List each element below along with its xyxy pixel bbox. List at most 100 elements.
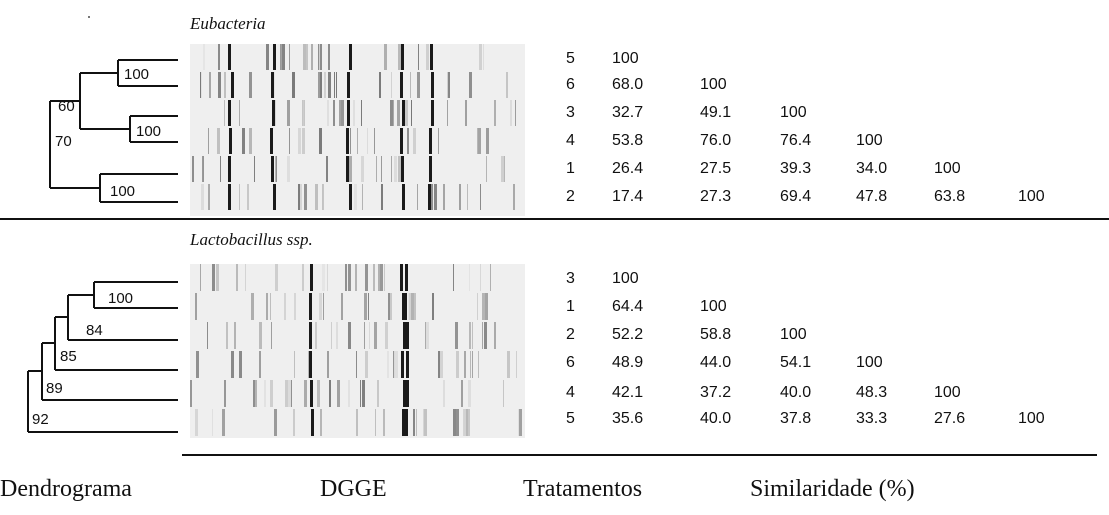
gel-band	[464, 351, 466, 378]
gel-band	[472, 322, 473, 349]
gel-band	[364, 293, 367, 320]
footer-dgge-label: DGGE	[320, 476, 387, 502]
gel-band	[447, 72, 448, 98]
similarity-cell: 63.8	[934, 188, 966, 205]
gel-band	[453, 264, 454, 291]
gel-band	[397, 100, 400, 126]
gel-lane	[190, 351, 525, 378]
gel-band-strong	[309, 322, 312, 349]
gel-band	[315, 184, 318, 210]
gel-band	[416, 409, 417, 436]
panel-title-lactobacillus: Lactobacillus ssp.	[190, 230, 313, 249]
similarity-cell: 39.3	[780, 160, 812, 177]
similarity-cell: 27.3	[700, 188, 732, 205]
gel-band	[200, 72, 202, 98]
gel-band	[348, 264, 351, 291]
gel-band	[490, 264, 491, 291]
gel-band	[304, 380, 307, 407]
gel-band	[507, 351, 510, 378]
gel-band	[431, 184, 433, 210]
gel-band	[381, 156, 382, 182]
gel-band	[192, 156, 194, 182]
gel-band-strong	[349, 44, 352, 70]
gel-band	[411, 293, 414, 320]
gel-band	[280, 44, 282, 70]
gel-lane	[190, 380, 525, 407]
gel-band-strong	[271, 156, 274, 182]
stray-dot	[88, 16, 90, 18]
gel-band	[218, 44, 220, 70]
gel-band	[303, 100, 304, 126]
gel-band	[409, 293, 411, 320]
gel-band	[190, 380, 192, 407]
gel-band	[360, 380, 361, 407]
gel-band-strong	[402, 100, 405, 126]
footer-dendrogram-label: Dendrograma	[0, 476, 132, 502]
gel-band	[200, 72, 201, 98]
gel-band	[320, 409, 322, 436]
similarity-cell: 35.6	[612, 410, 644, 427]
gel-band-strong	[406, 322, 409, 349]
gel-band	[477, 293, 478, 320]
gel-band	[323, 184, 324, 210]
gel-band-strong	[400, 128, 403, 154]
gel-band	[519, 409, 522, 436]
gel-band	[287, 100, 290, 126]
gel-band	[355, 264, 357, 291]
similarity-cell: 40.0	[780, 384, 812, 401]
gel-band	[202, 156, 204, 182]
similarity-cell: 100	[700, 76, 727, 93]
treatment-label: 4	[566, 384, 575, 401]
gel-band	[289, 44, 290, 70]
gel-band	[455, 322, 458, 349]
gel-band	[418, 44, 419, 70]
gel-band	[208, 184, 210, 210]
gel-band-strong	[406, 351, 409, 378]
gel-band	[322, 184, 323, 210]
gel-band-strong	[310, 380, 313, 407]
gel-band-strong	[229, 128, 232, 154]
similarity-cell: 76.0	[700, 132, 732, 149]
gel-band	[331, 322, 332, 349]
gel-lane	[190, 156, 525, 182]
similarity-cell: 100	[780, 104, 807, 121]
similarity-cell: 48.9	[612, 354, 644, 371]
gel-band	[326, 156, 328, 182]
gel-band	[319, 293, 322, 320]
gel-band	[354, 184, 357, 210]
gel-lane	[190, 293, 525, 320]
gel-band	[411, 100, 412, 126]
gel-band	[379, 72, 381, 98]
gel-band	[456, 409, 459, 436]
similarity-cell: 49.1	[700, 104, 732, 121]
gel-band	[453, 409, 456, 436]
gel-band	[443, 184, 445, 210]
gel-band	[294, 351, 295, 378]
gel-band-strong	[429, 156, 432, 182]
gel-band	[468, 409, 470, 436]
gel-band	[364, 322, 365, 349]
gel-band	[485, 293, 488, 320]
gel-band	[195, 409, 198, 436]
gel-band	[381, 184, 383, 210]
gel-band	[465, 100, 467, 126]
panel-separator	[0, 218, 1109, 220]
gel-band-strong	[430, 44, 433, 70]
gel-lane	[190, 44, 525, 70]
gel-band	[506, 72, 508, 98]
bootstrap-label: 60	[58, 98, 75, 115]
bootstrap-label: 92	[32, 411, 49, 428]
gel-band	[318, 44, 320, 70]
similarity-cell: 100	[934, 384, 961, 401]
gel-band	[494, 100, 496, 126]
gel-band	[208, 128, 209, 154]
gel-band	[304, 184, 307, 210]
gel-band	[391, 156, 392, 182]
gel-band	[357, 128, 358, 154]
gel-band	[288, 380, 291, 407]
bootstrap-label: 100	[110, 183, 135, 200]
gel-band	[300, 184, 302, 210]
gel-band	[377, 380, 379, 407]
gel-band	[413, 409, 415, 436]
gel-band	[302, 264, 304, 291]
